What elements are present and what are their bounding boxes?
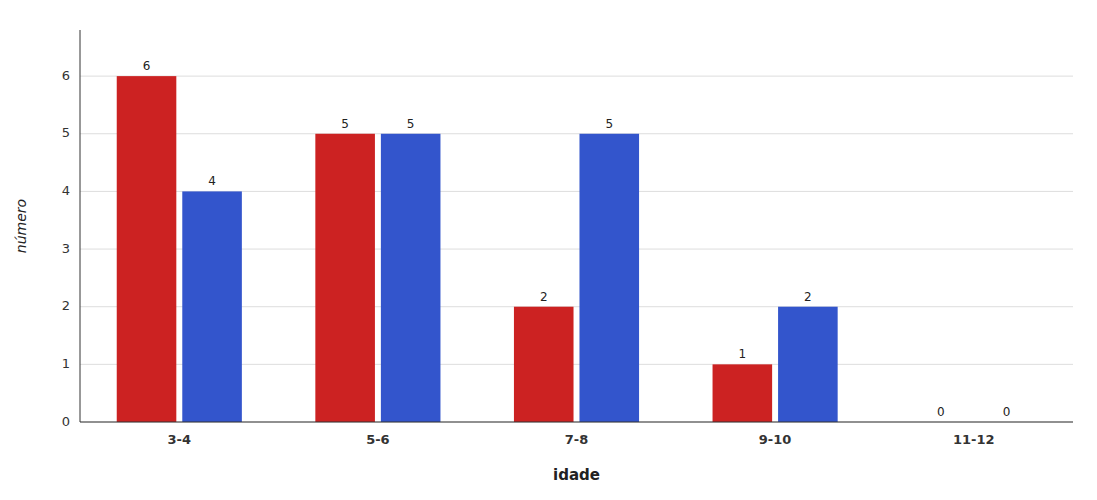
data-label: 2 [804, 290, 812, 304]
grid [80, 76, 1073, 422]
x-tick-label: 3-4 [168, 432, 192, 447]
bar [182, 191, 242, 422]
bars [117, 76, 838, 422]
bar [778, 307, 838, 422]
bar [315, 134, 375, 422]
bar [579, 134, 639, 422]
y-tick-label: 2 [62, 298, 70, 313]
x-tick-label: 9-10 [759, 432, 792, 447]
data-label: 0 [1003, 405, 1011, 419]
x-tick-label: 5-6 [366, 432, 390, 447]
x-tick-label: 7-8 [565, 432, 589, 447]
bar [514, 307, 574, 422]
y-tick-label: 6 [62, 68, 70, 83]
y-axis-line [80, 30, 81, 422]
grid-line [80, 76, 1073, 77]
chart-svg: 0 1 2 3 4 5 6 6 5 2 1 0 4 5 5 2 0 3-4 5-6 7-8 9-10 11-12 idade… [0, 0, 1097, 500]
data-label: 4 [208, 174, 216, 188]
bar [713, 364, 773, 422]
data-label: 6 [143, 59, 151, 73]
y-tick-label: 4 [62, 183, 70, 198]
data-label: 5 [341, 117, 349, 131]
x-axis-label: idade [553, 466, 600, 484]
data-label: 5 [605, 117, 613, 131]
data-label: 0 [937, 405, 945, 419]
y-axis-label: número [13, 199, 29, 253]
chart-container: 0 1 2 3 4 5 6 6 5 2 1 0 4 5 5 2 0 3-4 5-6 7-8 9-10 11-12 idade… [0, 0, 1097, 500]
data-label: 1 [739, 347, 747, 361]
x-axis-line [80, 422, 1073, 423]
data-label: 5 [407, 117, 415, 131]
y-tick-label: 3 [62, 241, 70, 256]
grid-line [80, 133, 1073, 134]
x-tick-label: 11-12 [953, 432, 995, 447]
bar [117, 76, 177, 422]
y-tick-label: 5 [62, 125, 70, 140]
bar [381, 134, 441, 422]
data-label: 2 [540, 290, 548, 304]
y-tick-label: 1 [62, 356, 70, 371]
y-tick-label: 0 [62, 414, 70, 429]
grid-line [80, 422, 1073, 423]
